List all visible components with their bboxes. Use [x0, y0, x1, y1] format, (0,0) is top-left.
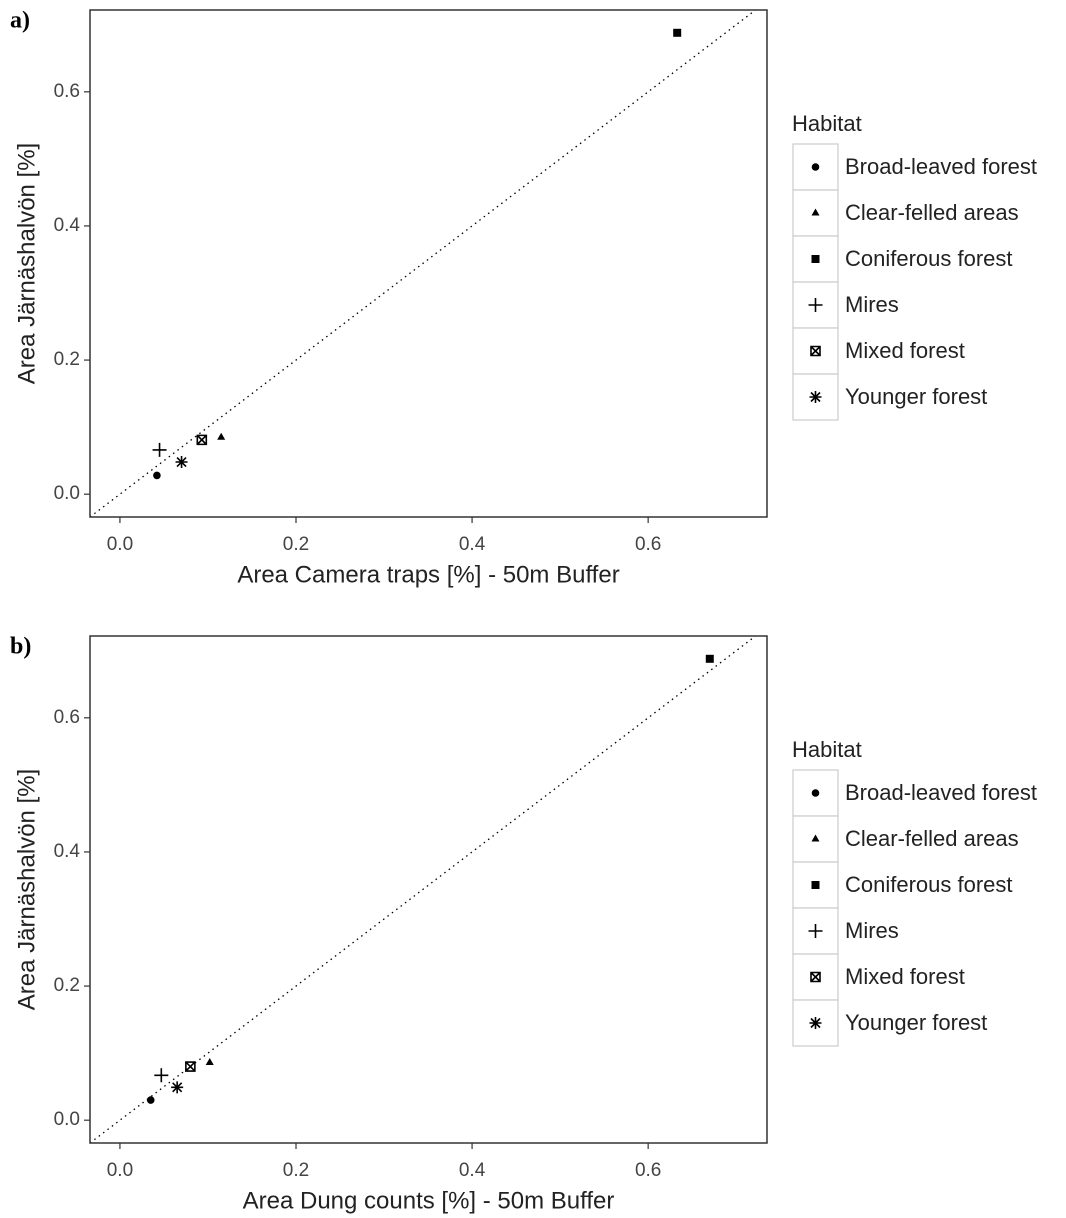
legend-symbol: [808, 298, 823, 312]
x-axis-title: Area Dung counts [%] - 50m Buffer: [243, 1187, 615, 1214]
legend-symbol: [808, 924, 823, 938]
y-axis-title: Area Järnäshalvön [%]: [13, 769, 40, 1010]
x-tick-label: 0.0: [107, 1160, 133, 1181]
point: [196, 434, 208, 446]
plot-frame: [89, 9, 768, 518]
legend-symbol: [811, 789, 820, 797]
x-tick-label: 0.0: [107, 534, 133, 555]
x-tick-label: 0.6: [635, 534, 661, 555]
legend-symbol: [811, 163, 820, 171]
point: [175, 456, 188, 469]
x-tick-label: 0.4: [459, 1160, 486, 1181]
legend-label: Clear-felled areas: [845, 826, 1019, 851]
panel-label: a): [10, 8, 30, 34]
legend-symbol: [811, 881, 820, 889]
legend-symbol: [811, 208, 820, 216]
legend-label: Coniferous forest: [845, 246, 1013, 271]
x-tick-label: 0.2: [283, 1160, 309, 1181]
panel-label: b): [10, 634, 31, 660]
y-tick-label: 0.2: [54, 349, 80, 370]
legend-symbol: [809, 1017, 822, 1029]
legend-label: Younger forest: [845, 1010, 987, 1035]
legend-label: Clear-felled areas: [845, 200, 1019, 225]
point: [146, 1096, 155, 1104]
legend-label: Mires: [845, 918, 899, 943]
legend-label: Coniferous forest: [845, 872, 1013, 897]
point: [153, 471, 161, 480]
y-axis-title: Area Järnäshalvön [%]: [13, 143, 40, 384]
y-tick-label: 0.0: [54, 483, 80, 504]
y-tick-label: 0.2: [54, 975, 80, 996]
point: [185, 1061, 196, 1072]
point: [217, 432, 226, 440]
legend-symbol: [811, 834, 820, 842]
x-axis-title: Area Camera traps [%] - 50m Buffer: [237, 561, 619, 588]
legend-title: Habitat: [792, 737, 862, 762]
identity-line: [89, 635, 756, 1144]
point: [705, 654, 714, 663]
legend-symbol: [809, 391, 822, 403]
legend-label: Mixed forest: [845, 338, 965, 363]
legend-symbol: [810, 971, 821, 983]
point: [205, 1058, 214, 1066]
legend-symbol: [811, 255, 820, 263]
legend-label: Mixed forest: [845, 964, 965, 989]
legend-symbol: [810, 345, 821, 357]
x-tick-label: 0.2: [283, 534, 309, 555]
legend-label: Broad-leaved forest: [845, 780, 1037, 805]
x-tick-label: 0.4: [459, 534, 486, 555]
y-tick-label: 0.6: [54, 707, 80, 728]
legend-label: Mires: [845, 292, 899, 317]
y-tick-label: 0.0: [54, 1109, 80, 1130]
legend-label: Younger forest: [845, 384, 987, 409]
y-tick-label: 0.4: [54, 841, 81, 862]
plot-frame: [89, 635, 768, 1144]
identity-line: [89, 9, 756, 518]
point: [673, 28, 682, 37]
y-tick-label: 0.4: [54, 215, 81, 236]
legend-title: Habitat: [792, 111, 862, 136]
point: [171, 1081, 184, 1094]
y-tick-label: 0.6: [54, 81, 80, 102]
x-tick-label: 0.6: [635, 1160, 661, 1181]
legend-label: Broad-leaved forest: [845, 154, 1037, 179]
point: [152, 442, 167, 457]
point: [154, 1068, 169, 1083]
